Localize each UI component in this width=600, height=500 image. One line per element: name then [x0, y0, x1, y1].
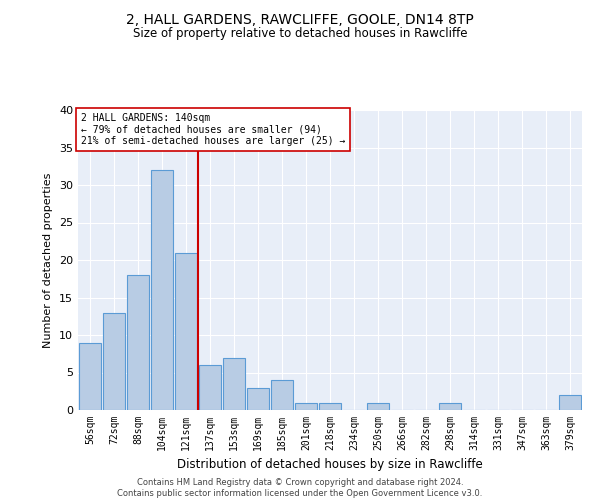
Bar: [559, 395, 581, 410]
Bar: [175, 252, 197, 410]
Bar: [439, 402, 461, 410]
Bar: [367, 402, 389, 410]
Bar: [79, 342, 101, 410]
Y-axis label: Number of detached properties: Number of detached properties: [43, 172, 53, 348]
X-axis label: Distribution of detached houses by size in Rawcliffe: Distribution of detached houses by size …: [177, 458, 483, 471]
Text: Size of property relative to detached houses in Rawcliffe: Size of property relative to detached ho…: [133, 28, 467, 40]
Text: 2 HALL GARDENS: 140sqm
← 79% of detached houses are smaller (94)
21% of semi-det: 2 HALL GARDENS: 140sqm ← 79% of detached…: [80, 113, 345, 146]
Text: Contains HM Land Registry data © Crown copyright and database right 2024.
Contai: Contains HM Land Registry data © Crown c…: [118, 478, 482, 498]
Bar: [247, 388, 269, 410]
Bar: [199, 365, 221, 410]
Bar: [295, 402, 317, 410]
Bar: [319, 402, 341, 410]
Bar: [223, 358, 245, 410]
Text: 2, HALL GARDENS, RAWCLIFFE, GOOLE, DN14 8TP: 2, HALL GARDENS, RAWCLIFFE, GOOLE, DN14 …: [126, 12, 474, 26]
Bar: [151, 170, 173, 410]
Bar: [127, 275, 149, 410]
Bar: [271, 380, 293, 410]
Bar: [103, 312, 125, 410]
